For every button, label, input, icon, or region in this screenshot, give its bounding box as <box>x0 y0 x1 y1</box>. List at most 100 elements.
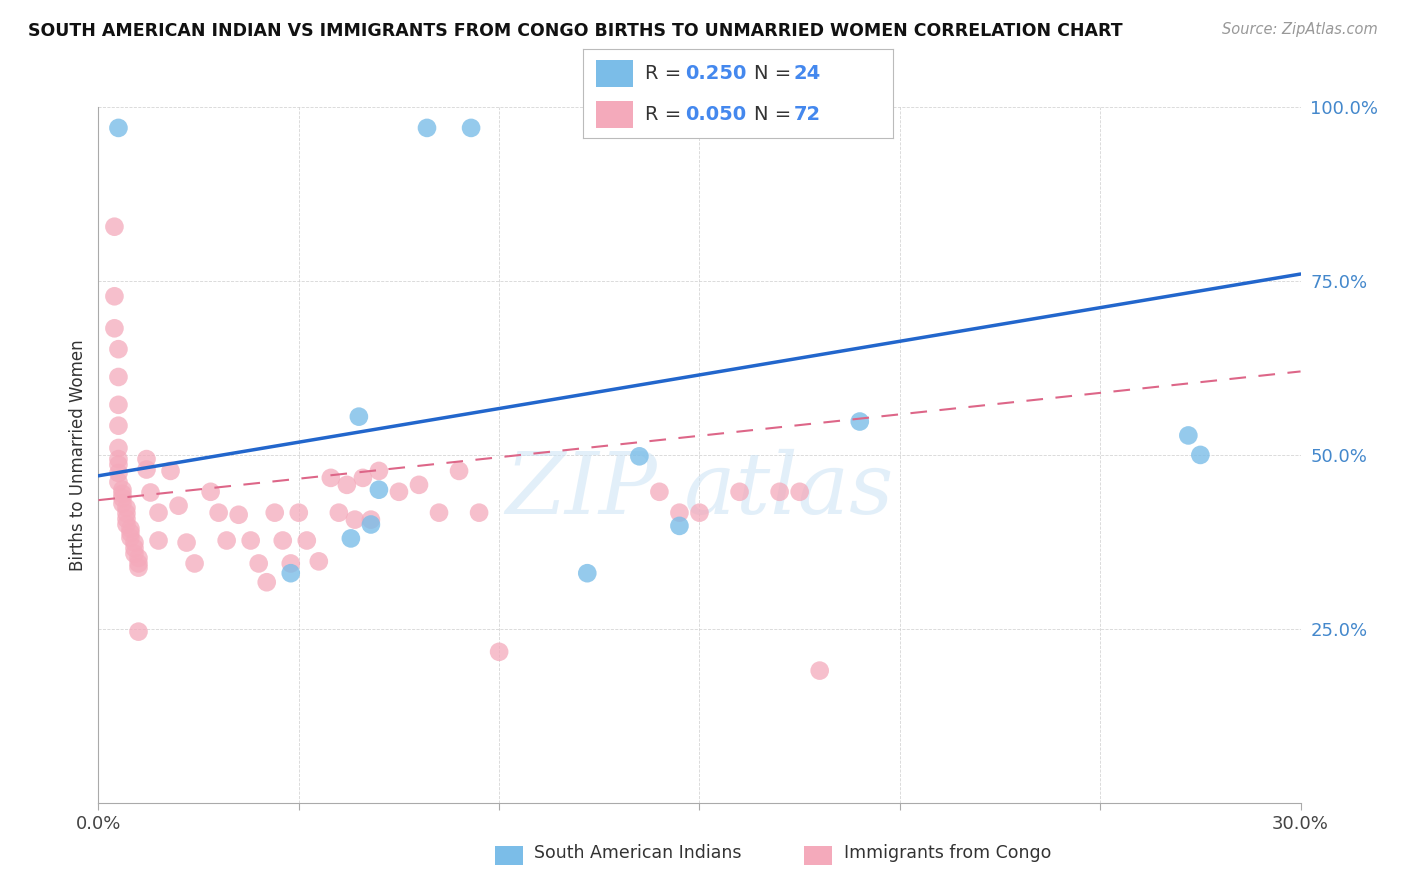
Point <box>460 120 482 135</box>
Point <box>728 484 751 499</box>
Point <box>256 575 278 590</box>
Point <box>1189 448 1212 462</box>
Point <box>124 547 146 561</box>
Point <box>128 550 150 565</box>
Bar <box>596 60 633 87</box>
Point <box>111 483 134 497</box>
Point <box>159 464 181 478</box>
Point <box>347 409 370 424</box>
Point <box>107 458 129 472</box>
Text: ZIP atlas: ZIP atlas <box>505 449 894 531</box>
Point <box>688 506 710 520</box>
Point <box>107 452 129 467</box>
Point <box>427 506 450 520</box>
Point <box>107 342 129 356</box>
Text: 0.050: 0.050 <box>686 104 747 124</box>
Point <box>115 512 138 526</box>
Point <box>308 554 330 568</box>
Point <box>808 664 831 678</box>
Point <box>107 441 129 455</box>
Point <box>115 507 138 521</box>
Point <box>360 513 382 527</box>
Point <box>148 533 170 548</box>
Point <box>115 500 138 515</box>
Point <box>124 535 146 549</box>
Point <box>107 370 129 384</box>
Point <box>107 475 129 489</box>
Text: R =: R = <box>645 104 688 124</box>
Point <box>447 464 470 478</box>
Point <box>139 485 162 500</box>
Point <box>115 517 138 532</box>
Point <box>176 535 198 549</box>
Point <box>107 398 129 412</box>
Point <box>239 533 262 548</box>
Y-axis label: Births to Unmarried Women: Births to Unmarried Women <box>69 339 87 571</box>
Point <box>668 519 690 533</box>
Point <box>360 517 382 532</box>
Point <box>319 471 342 485</box>
Point <box>120 525 142 540</box>
Point <box>468 506 491 520</box>
Point <box>183 557 205 571</box>
Point <box>388 484 411 499</box>
Point <box>103 321 125 335</box>
Point <box>768 484 790 499</box>
Point <box>103 289 125 303</box>
Point <box>215 533 238 548</box>
Point <box>271 533 294 548</box>
Text: 72: 72 <box>794 104 821 124</box>
Text: Source: ZipAtlas.com: Source: ZipAtlas.com <box>1222 22 1378 37</box>
Text: N =: N = <box>754 104 797 124</box>
Point <box>628 450 651 464</box>
Text: SOUTH AMERICAN INDIAN VS IMMIGRANTS FROM CONGO BIRTHS TO UNMARRIED WOMEN CORRELA: SOUTH AMERICAN INDIAN VS IMMIGRANTS FROM… <box>28 22 1123 40</box>
Point <box>408 478 430 492</box>
Point <box>416 120 439 135</box>
Point <box>789 484 811 499</box>
Point <box>200 484 222 499</box>
Point <box>228 508 250 522</box>
Point <box>107 466 129 480</box>
Text: South American Indians: South American Indians <box>534 844 742 862</box>
Bar <box>804 846 832 865</box>
Point <box>103 219 125 234</box>
Text: N =: N = <box>754 63 797 83</box>
Text: 0.250: 0.250 <box>686 63 747 83</box>
Point <box>107 418 129 433</box>
Point <box>120 531 142 545</box>
Point <box>111 497 134 511</box>
Point <box>247 557 270 571</box>
Point <box>128 557 150 571</box>
Point <box>648 484 671 499</box>
Point <box>661 120 683 135</box>
Point <box>208 506 231 520</box>
Text: 24: 24 <box>794 63 821 83</box>
Point <box>167 499 190 513</box>
Point <box>128 560 150 574</box>
Point <box>135 452 157 467</box>
Point <box>280 557 302 571</box>
Point <box>124 541 146 556</box>
Point <box>120 522 142 536</box>
Point <box>295 533 318 548</box>
Point <box>111 487 134 501</box>
Point <box>576 566 599 581</box>
Point <box>340 532 363 546</box>
Point <box>368 483 391 497</box>
Point <box>128 624 150 639</box>
Point <box>668 506 690 520</box>
Point <box>1177 428 1199 442</box>
Point <box>280 566 302 581</box>
Point <box>352 471 374 485</box>
Text: R =: R = <box>645 63 688 83</box>
Point <box>328 506 350 520</box>
Point <box>111 491 134 505</box>
Point <box>488 645 510 659</box>
Bar <box>596 101 633 128</box>
Point <box>849 415 872 429</box>
Point <box>343 513 366 527</box>
Point <box>135 462 157 476</box>
Point <box>336 478 359 492</box>
Point <box>288 506 311 520</box>
Bar <box>495 846 523 865</box>
